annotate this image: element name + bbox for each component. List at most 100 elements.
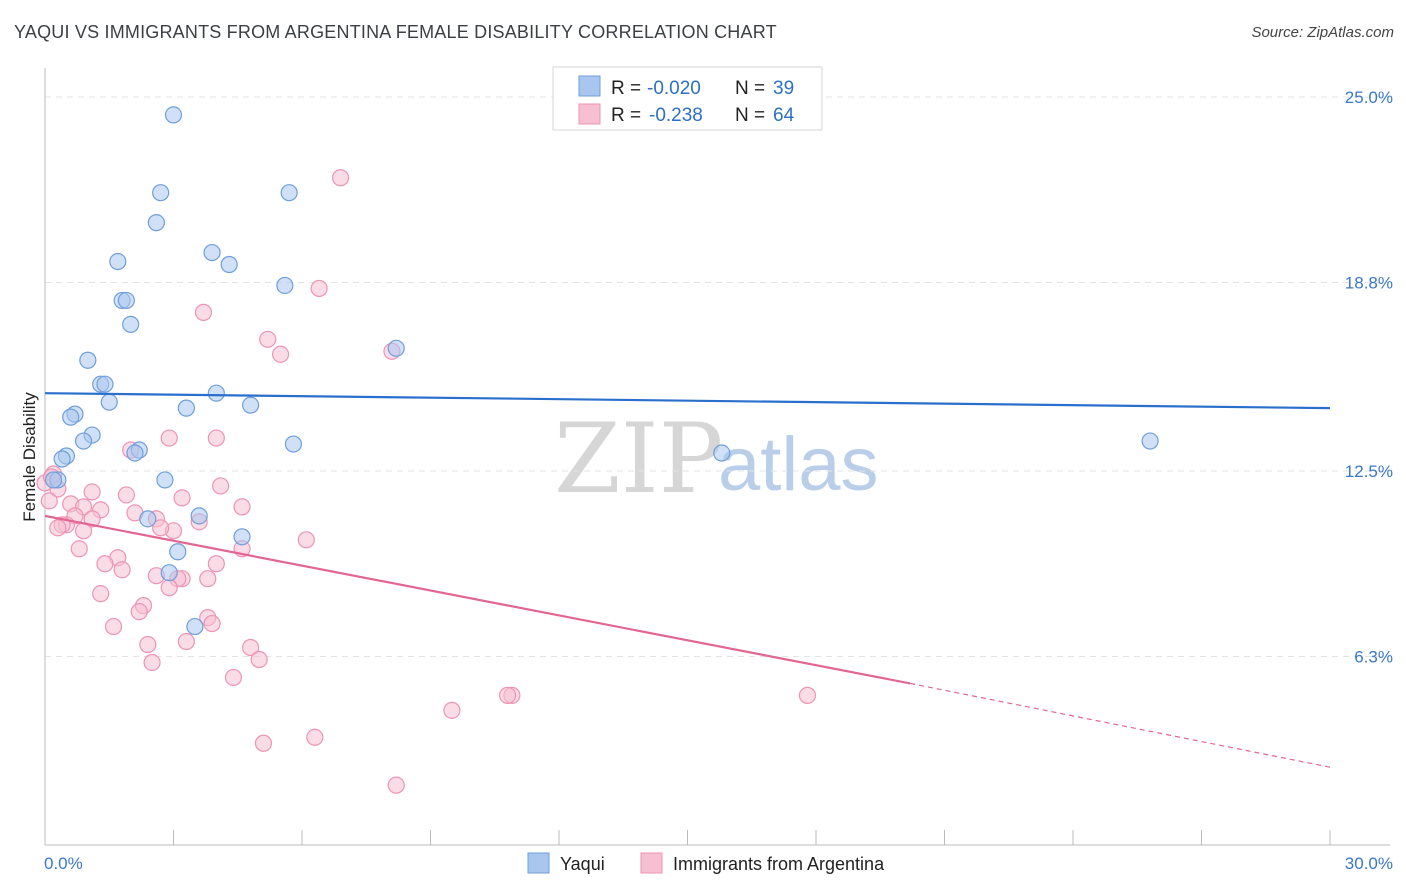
series-legend: Yaqui Immigrants from Argentina — [527, 852, 885, 874]
yaqui-point — [160, 564, 178, 582]
yaqui-point — [280, 184, 298, 202]
argentina-point — [70, 540, 88, 558]
argentina-trend-line — [44, 514, 911, 685]
argentina-trend-extension — [910, 682, 1331, 768]
argentina-point — [798, 686, 817, 704]
yaqui-point — [207, 384, 225, 402]
legend-n-value-yaqui: 39 — [773, 78, 794, 99]
argentina-point — [160, 429, 178, 447]
argentina-point — [443, 701, 461, 719]
yaqui-point — [96, 375, 114, 393]
yaqui-point — [186, 617, 204, 636]
legend-n-label-argentina: N = — [735, 105, 765, 126]
y-tick-label: 25.0% — [1345, 88, 1393, 107]
argentina-point — [387, 776, 405, 794]
yaqui-points — [44, 106, 1159, 636]
yaqui-point — [109, 252, 127, 271]
argentina-point — [207, 555, 225, 573]
yaqui-point — [242, 396, 260, 414]
argentina-point — [83, 510, 101, 528]
yaqui-point — [122, 315, 140, 333]
argentina-point — [40, 492, 58, 510]
yaqui-point — [156, 471, 174, 489]
argentina-point — [306, 728, 324, 746]
argentina-points — [36, 169, 817, 794]
argentina-point — [160, 579, 178, 597]
yaqui-point — [387, 339, 405, 357]
yaqui-point — [713, 444, 731, 462]
yaqui-point — [233, 528, 251, 546]
argentina-point — [499, 686, 517, 704]
argentina-point — [113, 561, 131, 579]
trend-lines — [44, 392, 1331, 768]
bottom-legend-swatch-yaqui — [527, 852, 550, 874]
argentina-point — [242, 638, 260, 657]
source-credit: Source: ZipAtlas.com — [1251, 24, 1394, 41]
yaqui-point — [147, 214, 165, 232]
yaqui-point — [284, 435, 303, 453]
y-tick-label: 6.3% — [1354, 647, 1393, 666]
argentina-point — [310, 279, 328, 298]
argentina-point — [130, 603, 148, 621]
yaqui-point — [53, 450, 71, 468]
yaqui-point — [152, 184, 170, 202]
argentina-point — [117, 486, 135, 504]
argentina-point — [139, 635, 157, 654]
x-tick-label-max: 30.0% — [1345, 854, 1393, 873]
yaqui-point — [79, 351, 97, 369]
yaqui-point — [1141, 432, 1159, 450]
yaqui-point — [177, 399, 195, 417]
yaqui-point — [139, 510, 157, 528]
legend-r-value-yaqui: -0.020 — [647, 78, 701, 99]
yaqui-point — [74, 432, 93, 450]
bottom-legend-swatch-argentina — [640, 852, 663, 874]
yaqui-point — [117, 291, 135, 310]
bottom-legend-label-yaqui: Yaqui — [560, 854, 605, 874]
x-ticks — [173, 830, 1331, 845]
yaqui-point — [203, 243, 221, 262]
y-tick-label: 18.8% — [1345, 273, 1393, 292]
argentina-point — [224, 668, 243, 687]
argentina-point — [259, 330, 277, 348]
y-tick-labels: 6.3% 12.5% 18.8% 25.0% — [1345, 88, 1393, 667]
argentina-point — [173, 489, 191, 507]
y-tick-label: 12.5% — [1345, 462, 1393, 481]
argentina-point — [199, 570, 217, 588]
yaqui-point — [164, 106, 183, 124]
argentina-point — [143, 653, 161, 672]
legend-n-label-yaqui: N = — [735, 78, 765, 99]
yaqui-point — [190, 507, 208, 525]
argentina-point — [331, 169, 350, 187]
y-axis-label: Female Disability — [20, 392, 39, 522]
yaqui-point — [62, 408, 80, 426]
yaqui-point — [100, 393, 118, 411]
legend-swatch-argentina — [578, 103, 601, 125]
legend-r-label-argentina: R = — [611, 105, 641, 126]
argentina-point — [233, 498, 251, 516]
yaqui-point — [220, 255, 238, 274]
argentina-point — [177, 632, 195, 651]
legend-n-value-argentina: 64 — [773, 105, 795, 126]
watermark-atlas: atlas — [718, 422, 879, 507]
argentina-point — [194, 303, 213, 321]
argentina-point — [212, 477, 230, 495]
grid-lines — [45, 96, 1390, 657]
yaqui-point — [126, 444, 144, 462]
yaqui-point — [169, 543, 187, 561]
yaqui-point — [276, 276, 294, 295]
legend-swatch-yaqui — [578, 75, 601, 97]
bottom-legend-label-argentina: Immigrants from Argentina — [673, 854, 885, 874]
argentina-point — [250, 650, 268, 669]
argentina-point — [96, 555, 114, 573]
argentina-point — [207, 429, 225, 447]
x-tick-label-min: 0.0% — [44, 854, 83, 873]
yaqui-point — [44, 471, 63, 489]
argentina-point — [49, 519, 67, 537]
chart-title: YAQUI VS IMMIGRANTS FROM ARGENTINA FEMAL… — [14, 22, 777, 42]
argentina-point — [297, 531, 315, 549]
legend-r-value-argentina: -0.238 — [649, 105, 703, 126]
legend-r-label-yaqui: R = — [611, 78, 641, 99]
argentina-point — [152, 519, 170, 537]
argentina-point — [83, 483, 101, 501]
